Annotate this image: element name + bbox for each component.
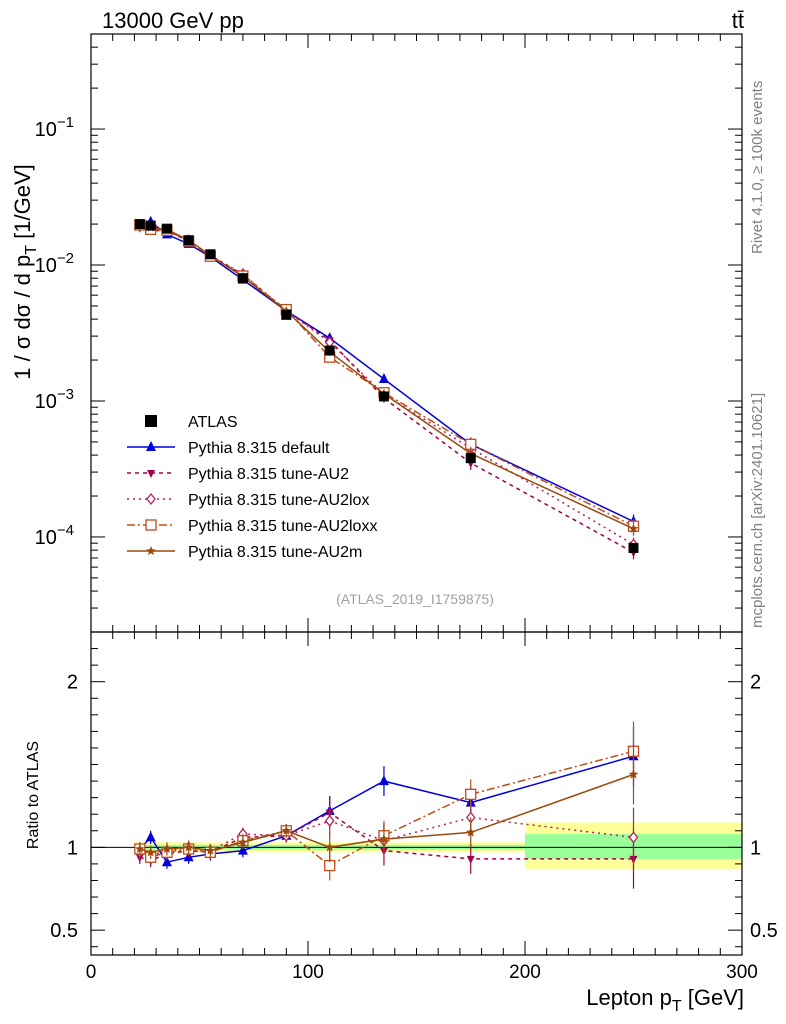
main-y-tick-label: 10−3 <box>35 386 74 413</box>
ratio-point <box>466 827 476 837</box>
ratio-point <box>205 845 216 855</box>
atlas-point <box>205 249 216 260</box>
atlas-point <box>183 235 194 246</box>
legend-entry-2: Pythia 8.315 tune-AU2 <box>127 466 349 483</box>
ratio-y-tick-label-right: 2 <box>750 672 761 694</box>
x-tick-label: 0 <box>86 962 97 983</box>
ratio-frame <box>90 631 743 956</box>
atlas-point <box>324 345 335 356</box>
main-series-atlas <box>134 219 639 553</box>
legend-marker <box>146 441 156 451</box>
legend-entry-1: Pythia 8.315 default <box>127 440 330 457</box>
main-panel <box>134 215 640 560</box>
x-tick-label: 100 <box>292 962 324 983</box>
atlas-point <box>628 542 639 553</box>
source-label: mcplots.cern.ch [arXiv:2401.10621] <box>749 393 766 628</box>
ratio-point <box>161 856 172 867</box>
legend-label: Pythia 8.315 tune-AU2m <box>188 544 362 561</box>
ratio-y-tick-label: 0.5 <box>50 920 78 942</box>
ratio-point <box>379 834 389 844</box>
ratio-y-tick-label: 2 <box>67 672 78 694</box>
legend-entry-5: Pythia 8.315 tune-AU2m <box>127 544 362 561</box>
atlas-point <box>281 309 292 320</box>
ratio-point <box>378 775 389 786</box>
legend-label: Pythia 8.315 default <box>188 440 330 457</box>
main-frame <box>90 33 743 633</box>
legend-label: Pythia 8.315 tune-AU2 <box>188 466 349 483</box>
ratio-series-5 <box>135 744 639 863</box>
ratio-point <box>237 844 248 855</box>
ratio-panel <box>134 721 640 889</box>
legend-marker <box>146 492 156 506</box>
ratio-point <box>183 842 194 852</box>
ratio-point <box>162 844 172 853</box>
atlas-point <box>161 223 172 234</box>
main-ylabel: 1 / σ dσ / d pT [1/GeV] <box>10 164 40 380</box>
ratio-point <box>628 831 639 844</box>
ratio-line-2 <box>139 811 634 862</box>
legend: ATLAS Pythia 8.315 default Pythia 8.315 tu… <box>127 414 377 561</box>
ratio-point <box>238 837 248 847</box>
main-series-4 <box>134 219 640 534</box>
legend-label: Pythia 8.315 tune-AU2lox <box>188 492 369 509</box>
legend-entry-4: Pythia 8.315 tune-AU2loxx <box>127 518 377 535</box>
ratio-point <box>466 855 475 864</box>
main-line-5 <box>139 223 634 530</box>
legend-entry-0: ATLAS <box>145 414 238 431</box>
x-tick-label: 300 <box>726 962 758 983</box>
legend-label: Pythia 8.315 tune-AU2loxx <box>188 518 377 535</box>
legend-marker <box>146 546 156 555</box>
legend-marker <box>145 415 157 427</box>
ratio-point <box>628 769 639 779</box>
x-tick-label: 200 <box>509 962 541 983</box>
ratio-xlabel: Lepton pT [GeV] <box>586 985 744 1015</box>
main-y-tick-label: 10−1 <box>35 114 74 141</box>
ratio-point <box>324 814 335 827</box>
ratio-point <box>324 842 335 852</box>
legend-entry-3: Pythia 8.315 tune-AU2lox <box>127 492 369 509</box>
ratio-y-tick-label: 1 <box>67 837 78 859</box>
atlas-point <box>465 453 476 464</box>
ratio-y-tick-label-right: 1 <box>750 837 761 859</box>
ratio-point <box>145 831 156 842</box>
analysis-watermark: (ATLAS_2019_I1759875) <box>336 591 494 607</box>
rivet-label: Rivet 4.1.0, ≥ 100k events <box>749 81 766 254</box>
main-point <box>378 373 389 384</box>
atlas-point <box>378 391 389 402</box>
atlas-point <box>134 219 145 230</box>
atlas-point <box>145 220 156 231</box>
ratio-ylabel: Ratio to ATLAS <box>25 741 42 849</box>
header-right: tt̄ <box>732 8 744 33</box>
legend-label: ATLAS <box>188 414 238 431</box>
legend-marker <box>147 470 155 478</box>
header-left: 13000 GeV pp <box>102 8 244 33</box>
axes: 0 100 200 300 10−4 10−3 10−2 10−1 0.5 0.5 1 1 2 2 <box>35 33 778 983</box>
ratio-point <box>135 844 145 853</box>
main-y-tick-label: 10−4 <box>35 522 74 549</box>
atlas-point <box>237 273 248 284</box>
main-point <box>628 523 639 533</box>
ratio-point <box>281 825 292 835</box>
ratio-y-tick-label-right: 0.5 <box>750 920 778 942</box>
main-y-tick-label: 10−2 <box>35 250 74 277</box>
ratio-point <box>465 788 477 800</box>
legend-marker <box>145 519 157 531</box>
ratio-point <box>145 847 156 857</box>
